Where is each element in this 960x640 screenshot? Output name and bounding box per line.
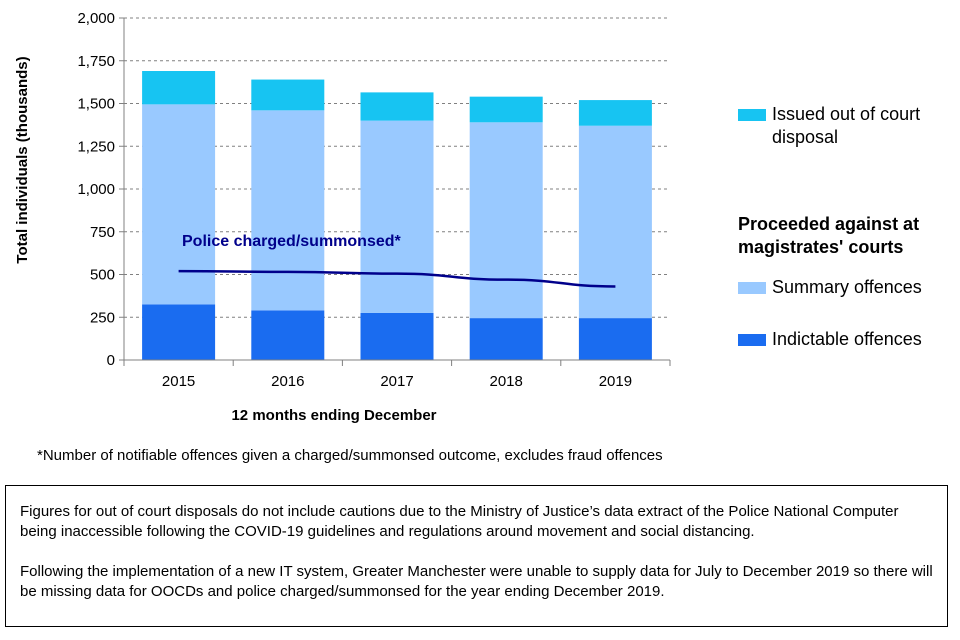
x-tick-label: 2015 <box>162 373 195 390</box>
y-tick-label: 0 <box>107 352 115 369</box>
legend-swatch-indictable <box>738 334 766 346</box>
y-tick-label: 1,250 <box>77 138 115 155</box>
bar-indictable-offences-2018 <box>469 318 543 360</box>
bar-issued-out-of-court-disposal-2017 <box>360 92 434 121</box>
bar-indictable-offences-2016 <box>251 310 325 360</box>
y-tick-label: 750 <box>90 224 115 241</box>
x-tick-label: 2017 <box>380 373 413 390</box>
bar-issued-out-of-court-disposal-2016 <box>251 79 325 111</box>
bar-summary-offences-2017 <box>360 120 434 313</box>
x-tick-label: 2018 <box>490 373 523 390</box>
legend-swatch-summary <box>738 282 766 294</box>
legend-item-summary: Summary offences <box>738 276 957 299</box>
notes-box: Figures for out of court disposals do no… <box>5 485 948 627</box>
legend-item-indictable: Indictable offences <box>738 328 957 351</box>
y-tick-label: 250 <box>90 309 115 326</box>
bar-indictable-offences-2017 <box>360 312 434 360</box>
bar-summary-offences-2018 <box>469 122 543 319</box>
legend-item-ooc: Issued out of court disposal <box>738 103 957 149</box>
note-paragraph-1: Figures for out of court disposals do no… <box>20 503 899 540</box>
legend-swatch-ooc <box>738 109 766 121</box>
y-axis-title: Total individuals (thousands) <box>14 56 31 263</box>
line-series-label: Police charged/summonsed* <box>182 233 402 250</box>
y-tick-label: 1,750 <box>77 53 115 70</box>
y-tick-label: 2,000 <box>77 10 115 27</box>
bar-indictable-offences-2015 <box>142 304 216 360</box>
bar-summary-offences-2016 <box>251 110 325 311</box>
bar-summary-offences-2015 <box>142 104 216 305</box>
bar-indictable-offences-2019 <box>578 318 652 360</box>
x-axis-title: 12 months ending December <box>231 407 436 424</box>
y-tick-label: 500 <box>90 267 115 284</box>
bar-issued-out-of-court-disposal-2019 <box>578 100 652 126</box>
x-tick-label: 2016 <box>271 373 304 390</box>
bar-issued-out-of-court-disposal-2018 <box>469 96 543 123</box>
bar-summary-offences-2019 <box>578 125 652 319</box>
x-tick-label: 2019 <box>599 373 632 390</box>
bar-issued-out-of-court-disposal-2015 <box>142 71 216 105</box>
y-tick-label: 1,500 <box>77 96 115 113</box>
legend-heading: Proceeded against at magistrates' courts <box>738 214 920 257</box>
legend-label-summary: Summary offences <box>772 277 922 297</box>
y-tick-label: 1,000 <box>77 181 115 198</box>
line-police-charged-summonsed <box>178 269 616 288</box>
note-paragraph-2: Following the implementation of a new IT… <box>20 563 933 600</box>
chart: 0 250 500 750 1,000 1,250 1,500 1,750 2,000 2015 2… <box>14 10 671 424</box>
legend-label-ooc: Issued out of court disposal <box>772 104 921 147</box>
footnote: *Number of notifiable offences given a c… <box>37 447 663 464</box>
legend-label-indictable: Indictable offences <box>772 329 922 349</box>
